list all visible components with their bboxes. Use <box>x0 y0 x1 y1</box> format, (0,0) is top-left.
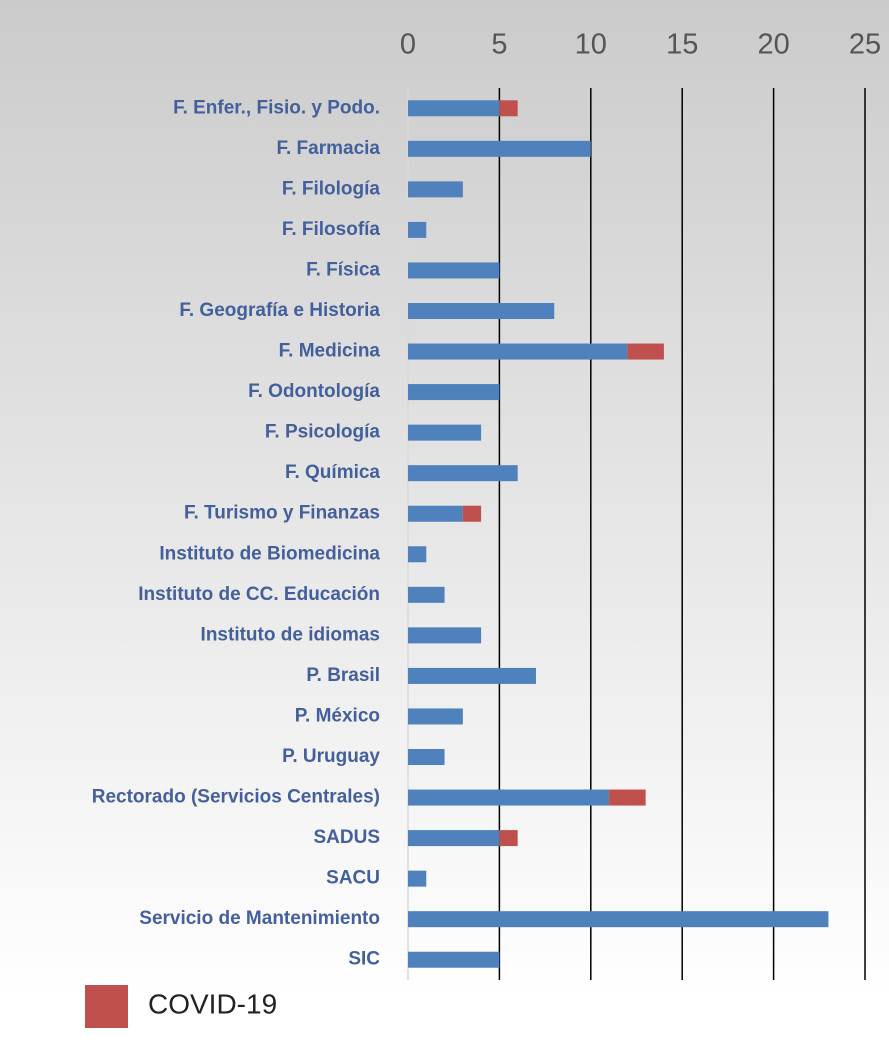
y-tick-label: F. Química <box>285 462 380 483</box>
y-tick-label: P. Brasil <box>306 665 380 686</box>
y-tick-label: Rectorado (Servicios Centrales) <box>92 787 380 808</box>
y-tick-label: F. Medicina <box>279 341 381 362</box>
bar-segment <box>408 789 610 806</box>
bar-segment <box>408 465 518 482</box>
bar-segment <box>408 911 829 928</box>
bar-segment <box>627 343 664 360</box>
bar-segment <box>408 951 500 968</box>
bar-segment <box>408 181 463 198</box>
bar-segment <box>408 830 500 847</box>
y-tick-label: Instituto de idiomas <box>201 624 380 645</box>
y-tick-label: Instituto de Biomedicina <box>159 543 380 564</box>
bar-segment <box>408 343 628 360</box>
bar-segment <box>408 627 482 644</box>
bar-segment <box>408 870 427 887</box>
y-tick-label: F. Geografía e Historia <box>179 300 380 321</box>
bar-segment <box>408 749 445 765</box>
bar-segment <box>499 830 518 847</box>
y-tick-label: F. Filología <box>282 178 381 199</box>
bar-segment <box>408 586 445 603</box>
y-tick-label: Instituto de CC. Educación <box>138 584 380 605</box>
y-tick-label: P. México <box>295 705 380 726</box>
legend-swatch <box>85 985 128 1028</box>
bar-segment <box>499 100 518 117</box>
x-tick-label: 10 <box>575 29 607 61</box>
y-tick-label: F. Odontología <box>248 381 380 402</box>
bar-segment <box>408 221 427 238</box>
bar-segment <box>408 384 500 401</box>
x-tick-label: 5 <box>491 29 507 61</box>
bar-segment <box>609 789 646 806</box>
legend-label: COVID-19 <box>148 988 277 1019</box>
y-tick-label: SIC <box>348 949 380 970</box>
bar-segment <box>408 667 536 684</box>
y-tick-label: F. Enfer., Fisio. y Podo. <box>173 97 380 118</box>
x-tick-label: 15 <box>666 29 698 61</box>
bar-segment <box>408 100 500 117</box>
y-tick-label: F. Turismo y Finanzas <box>184 503 380 524</box>
bar-segment <box>408 708 463 725</box>
y-tick-label: F. Farmacia <box>277 138 381 159</box>
x-tick-label: 20 <box>757 29 789 61</box>
y-tick-label: P. Uruguay <box>282 746 380 767</box>
y-tick-label: F. Psicología <box>265 422 381 443</box>
bar-segment <box>408 303 555 319</box>
x-tick-label: 25 <box>849 29 881 61</box>
y-tick-label: F. Física <box>306 259 380 280</box>
bar-segment <box>408 546 427 563</box>
bar-segment <box>462 505 482 522</box>
y-tick-label: SADUS <box>313 827 380 848</box>
y-tick-label: Servicio de Mantenimiento <box>139 908 380 929</box>
bar-segment <box>408 424 482 441</box>
y-tick-label: F. Filosofía <box>282 219 381 240</box>
bar-segment <box>408 262 500 279</box>
y-tick-label: SACU <box>326 868 380 889</box>
bar-segment <box>408 140 591 157</box>
bar-segment <box>408 505 463 522</box>
x-tick-label: 0 <box>400 29 416 61</box>
